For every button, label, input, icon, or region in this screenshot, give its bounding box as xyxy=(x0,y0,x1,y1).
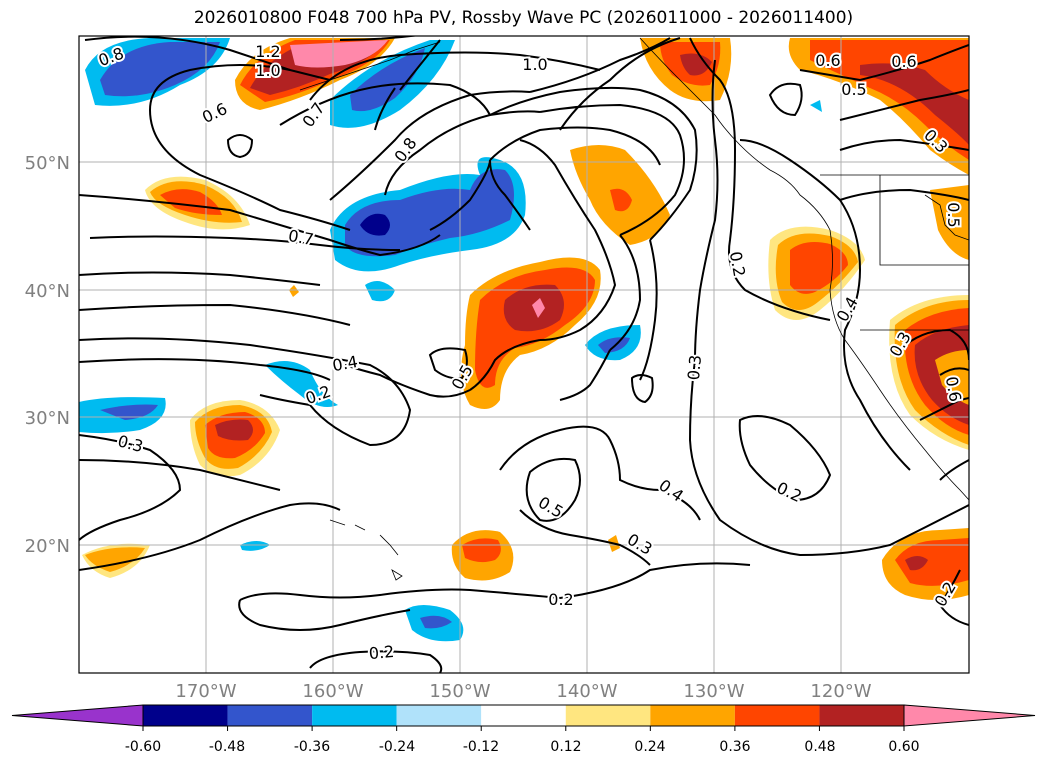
colorbar xyxy=(11,704,1036,731)
colorbar-extend-low xyxy=(11,704,144,727)
contour-label: 0.3 xyxy=(684,354,705,381)
map-frame xyxy=(78,35,970,674)
colorbar-tick-labels: -0.60 -0.48 -0.36 -0.24 -0.12 0.12 0.24 … xyxy=(125,739,920,755)
colorbar-tick: -0.12 xyxy=(463,739,499,755)
colorbar-outline xyxy=(142,704,905,727)
colorbar-segment xyxy=(819,705,904,726)
lon-label: 170°W xyxy=(175,681,236,702)
colorbar-tick: 0.36 xyxy=(719,739,750,755)
longitude-labels: 170°W 160°W 150°W 140°W 130°W 120°W xyxy=(175,681,871,702)
lat-label: 30°N xyxy=(25,408,70,429)
colorbar-extend-high xyxy=(903,704,1036,727)
contour-label: 0.6 xyxy=(891,52,916,71)
colorbar-segment xyxy=(396,705,482,726)
contour-label: 0.2 xyxy=(548,590,573,609)
contour-label: 0.2 xyxy=(726,250,749,278)
colorbar-segment xyxy=(565,705,651,726)
pv-contours xyxy=(79,36,969,673)
lat-lon-grid xyxy=(79,36,969,673)
colorbar-segment xyxy=(650,705,735,726)
colorbar-segment xyxy=(312,705,397,726)
contour-label: 0.6 xyxy=(815,51,840,70)
colorbar-tick: -0.60 xyxy=(125,739,161,755)
colorbar-tick: -0.48 xyxy=(209,739,245,755)
map-title: 2026010800 F048 700 hPa PV, Rossby Wave … xyxy=(193,8,854,28)
contour-label: 0.4 xyxy=(331,352,359,375)
positive-shading xyxy=(82,38,969,600)
lat-label: 40°N xyxy=(25,281,70,302)
lat-label: 20°N xyxy=(25,536,70,557)
contour-label: 0.5 xyxy=(944,202,963,227)
map-plot-area: 0.8 1.2 1.0 0.6 0.7 0.8 1.0 0.6 0.6 0.5 … xyxy=(79,36,969,673)
colorbar-tick: -0.24 xyxy=(379,739,415,755)
contour-label: 1.0 xyxy=(522,55,547,74)
colorbar-segment xyxy=(143,705,228,726)
colorbar-tick: 0.48 xyxy=(804,739,835,755)
contour-label: 1.2 xyxy=(255,42,280,61)
colorbar-tick: -0.36 xyxy=(294,739,330,755)
contour-label: 0.5 xyxy=(841,80,866,99)
lon-label: 150°W xyxy=(429,681,490,702)
colorbar-tick: 0.12 xyxy=(550,739,581,755)
colorbar-segment xyxy=(481,705,566,726)
lon-label: 120°W xyxy=(810,681,871,702)
lon-label: 160°W xyxy=(302,681,363,702)
colorbar-segment xyxy=(734,705,820,726)
latitude-labels: 50°N 40°N 30°N 20°N xyxy=(25,153,70,557)
contour-label: 0.2 xyxy=(368,642,395,663)
colorbar-segment xyxy=(227,705,313,726)
colorbar-tick: 0.24 xyxy=(634,739,665,755)
lat-label: 50°N xyxy=(25,153,70,174)
lon-label: 140°W xyxy=(556,681,617,702)
colorbar-tick: 0.60 xyxy=(888,739,919,755)
lon-label: 130°W xyxy=(683,681,744,702)
contour-label: 1.0 xyxy=(255,61,280,80)
